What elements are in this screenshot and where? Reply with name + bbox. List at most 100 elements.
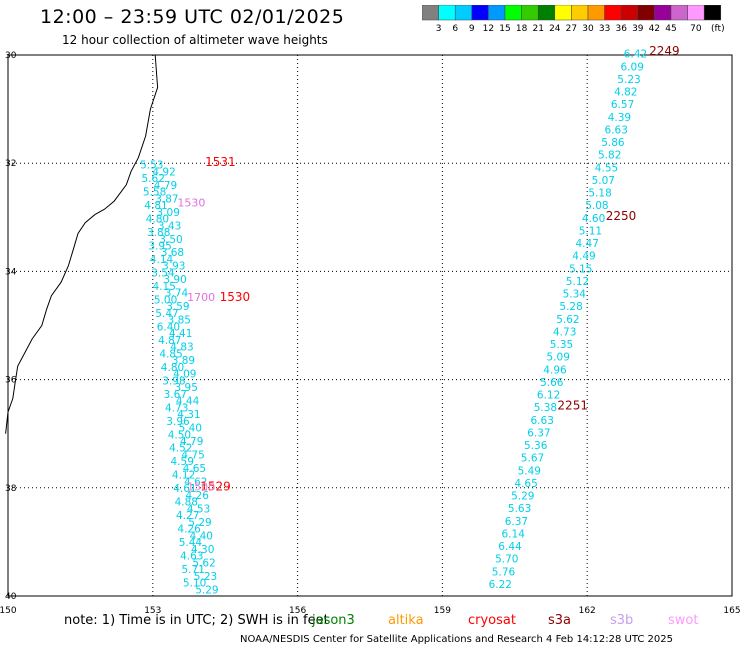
wave-height-east: 5.38 [534, 402, 557, 414]
colorbar-unit: (ft) [711, 24, 725, 34]
wave-height-west: 5.40 [179, 423, 202, 435]
wave-height-west: 6.40 [157, 321, 180, 333]
colorbar-swatch [703, 5, 722, 21]
wave-height-west: 5.58 [143, 187, 166, 199]
colorbar-tick-label: 33 [599, 24, 610, 34]
wave-height-east: 4.82 [614, 87, 637, 99]
wave-height-west: 4.79 [180, 436, 203, 448]
wave-height-west: 5.44 [179, 537, 203, 549]
wave-height-west: 3.85 [168, 315, 191, 327]
wave-height-east: 5.28 [559, 301, 582, 313]
wave-height-west: 4.80 [146, 214, 169, 226]
wave-height-east: 6.63 [605, 124, 628, 136]
wave-height-east: 5.86 [601, 137, 625, 149]
time-label: 2249 [649, 44, 680, 58]
colorbar-tick-label: 30 [582, 24, 594, 34]
wave-height-west: 5.29 [195, 584, 218, 596]
satellite-s3b: s3b [610, 613, 634, 628]
lat-tick-label: 40 [5, 592, 17, 602]
coastline [5, 54, 159, 434]
wave-height-east: 5.11 [579, 225, 602, 237]
wave-height-east: 5.34 [563, 289, 587, 301]
wave-height-west: 3.88 [147, 227, 170, 239]
wave-height-east: 5.09 [547, 352, 570, 364]
lon-tick-label: 150 [0, 606, 17, 616]
colorbar-tick-label: 9 [469, 24, 475, 34]
colorbar-tick-label: 42 [649, 24, 660, 34]
wave-height-west: 3.67 [164, 389, 187, 401]
wave-height-east: 5.82 [598, 150, 621, 162]
wave-height-east: 5.67 [521, 453, 544, 465]
wave-height-east: 5.23 [617, 74, 640, 86]
wave-height-west: 3.09 [157, 207, 180, 219]
wave-height-west: 5.62 [192, 557, 215, 569]
wave-height-east: 5.18 [588, 188, 611, 200]
overlap-time-label: 1530 [177, 197, 205, 210]
time-label: 1530 [220, 290, 251, 304]
wave-height-west: 4.27 [176, 510, 199, 522]
lat-tick-label: 30 [5, 51, 17, 61]
wave-height-east: 5.07 [592, 175, 615, 187]
colorbar-tick-label: 12 [483, 24, 494, 34]
satellite-jason3: jason3 [312, 613, 355, 628]
wave-height-east: 5.66 [540, 377, 564, 389]
colorbar [422, 5, 722, 21]
wave-height-west: 5.00 [154, 294, 177, 306]
wave-height-east: 5.70 [495, 554, 518, 566]
colorbar-tick-label: 27 [566, 24, 577, 34]
wave-height-east: 6.37 [527, 427, 550, 439]
wave-height-west: 4.12 [172, 470, 195, 482]
wave-height-west: 4.53 [187, 503, 210, 515]
wave-height-west: 4.41 [169, 328, 192, 340]
wave-height-west: 4.63 [180, 551, 203, 563]
wave-height-west: 3.93 [162, 261, 185, 273]
wave-height-east: 5.63 [508, 503, 531, 515]
colorbar-tick-label: 3 [436, 24, 442, 34]
satellite-s3a: s3a [548, 613, 572, 628]
wave-height-west: 4.65 [183, 463, 206, 475]
footnote: note: 1) Time is in UTC; 2) SWH is in fe… [64, 613, 329, 628]
wave-height-east: 4.65 [514, 478, 537, 490]
wave-height-west: 3.96 [166, 416, 190, 428]
wave-height-west: 4.81 [144, 200, 167, 212]
wave-height-east: 4.47 [576, 238, 599, 250]
overlap-time-label: 1500 [187, 481, 215, 494]
wave-height-west: 4.92 [152, 166, 175, 178]
wave-height-east: 4.60 [582, 213, 605, 225]
wave-height-east: 5.36 [524, 440, 548, 452]
wave-height-west: 4.83 [170, 342, 193, 354]
wave-height-west: 5.10 [183, 578, 206, 590]
colorbar-tick-label: 36 [615, 24, 627, 34]
wave-height-east: 6.12 [537, 390, 560, 402]
wave-height-east: 4.96 [543, 364, 567, 376]
wave-height-east: 5.35 [550, 339, 573, 351]
wave-height-east: 5.15 [569, 263, 592, 275]
colorbar-tick-label: 70 [690, 24, 702, 34]
wave-height-east: 4.55 [595, 162, 618, 174]
colorbar-labels: 3 6 9 12 15 18 21 24 27 30 33 36 39 42 45 70 (ft) [436, 24, 725, 34]
satellite-altika: altika [388, 613, 424, 628]
wave-height-west: 4.87 [158, 335, 181, 347]
wave-height-west: 4.85 [159, 348, 182, 360]
wave-height-west: 4.44 [176, 396, 200, 408]
wave-height-west: 4.15 [153, 281, 176, 293]
wave-height-west: 3.98 [162, 375, 185, 387]
wave-height-west: 4.14 [150, 254, 174, 266]
wave-height-east: 5.49 [518, 465, 541, 477]
colorbar-tick-label: 6 [452, 24, 458, 34]
credit-footer: NOAA/NESDIS Center for Satellite Applica… [240, 634, 673, 645]
time-label: 2250 [606, 209, 637, 223]
colorbar-tick-label: 18 [516, 24, 528, 34]
wave-height-east: 6.42 [624, 49, 647, 61]
wave-height-east: 5.29 [511, 491, 534, 503]
wave-height-east: 4.73 [553, 326, 576, 338]
lon-tick-label: 162 [579, 606, 596, 616]
satellite-swot: swot [668, 613, 699, 628]
wave-height-east: 6.14 [502, 528, 526, 540]
wave-height-west: 4.09 [173, 369, 196, 381]
wave-height-west: 4.79 [154, 180, 177, 192]
wave-height-west: 3.74 [165, 288, 189, 300]
wave-height-west: 3.89 [172, 355, 195, 367]
time-label: 1531 [205, 155, 236, 169]
